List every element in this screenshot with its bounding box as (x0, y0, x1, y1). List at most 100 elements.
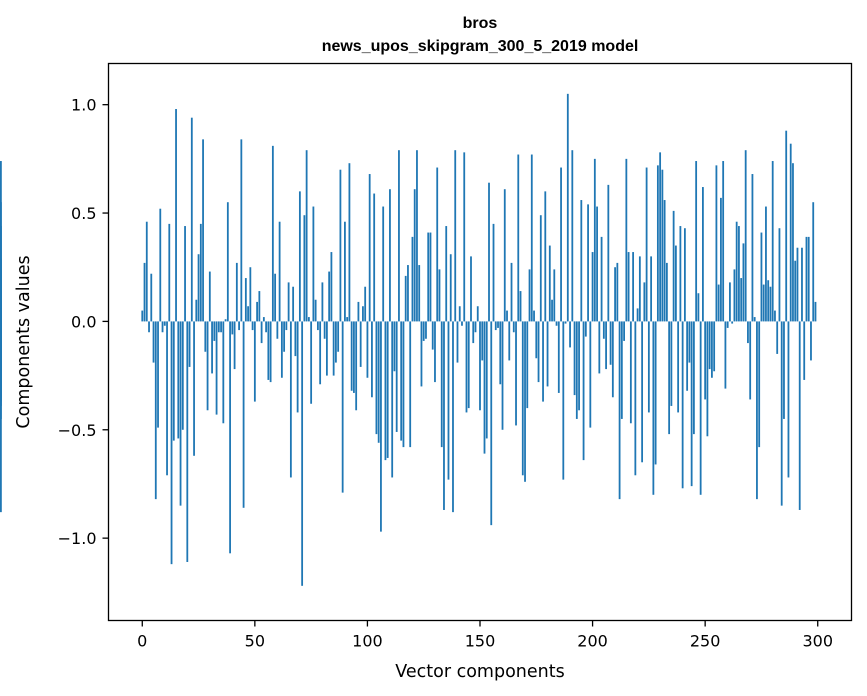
bar-16 (177, 321, 180, 439)
bar-9 (161, 321, 164, 333)
bar-69 (296, 321, 299, 413)
bar-series (0, 93, 817, 586)
bar-132 (438, 269, 441, 322)
bar-134 (443, 321, 445, 510)
bar-62 (280, 321, 283, 378)
bar-141 (458, 306, 461, 322)
bar-88 (339, 169, 342, 322)
x-tick-label: 150 (465, 632, 496, 651)
bar-189 (566, 93, 569, 322)
bar-61 (278, 221, 281, 322)
bar-71 (301, 321, 304, 586)
bar-149 (476, 306, 479, 322)
bar-32 (213, 321, 216, 341)
bar-235 (670, 321, 673, 406)
bar-66 (289, 321, 292, 478)
bar-249 (701, 187, 704, 322)
bar-268 (744, 150, 747, 322)
bar-215 (625, 158, 628, 322)
bar-77 (314, 299, 317, 322)
bar-148 (474, 321, 477, 333)
bar-156 (492, 223, 495, 322)
bar-151 (481, 321, 484, 361)
bar-272 (753, 317, 756, 322)
bar-97 (359, 321, 362, 367)
bar-174 (533, 310, 535, 322)
bar-186 (560, 167, 562, 322)
bar-83 (328, 271, 331, 322)
bar-33 (215, 321, 218, 415)
bar-240 (681, 321, 684, 489)
bar-143 (463, 152, 466, 322)
bar-96 (357, 301, 360, 322)
bar-130 (434, 321, 436, 383)
bar-221 (638, 256, 641, 322)
bar-199 (589, 321, 592, 428)
bar-292 (798, 321, 801, 510)
bar-29 (206, 321, 209, 411)
bar-250 (704, 321, 707, 400)
bar-10 (163, 321, 166, 326)
bar-87 (337, 321, 340, 352)
bar-266 (740, 278, 743, 322)
bar-248 (699, 321, 702, 495)
bar-160 (501, 321, 504, 430)
bar-288 (789, 143, 792, 322)
y-tick-label: −1.0 (58, 529, 97, 548)
bar-75 (310, 321, 313, 404)
bar-119 (409, 321, 412, 448)
bar-76 (312, 206, 315, 322)
bar-158 (497, 321, 499, 328)
bar-56 (267, 321, 270, 380)
bar-31 (211, 321, 213, 374)
bar-196 (582, 321, 585, 461)
bar-7 (157, 321, 159, 428)
bar-184 (555, 321, 558, 326)
x-tick-label: 200 (577, 632, 608, 651)
bar-243 (688, 321, 691, 363)
bar-145 (467, 321, 470, 409)
bar-68 (294, 321, 297, 357)
bar-159 (499, 321, 502, 385)
bar-155 (490, 321, 493, 526)
bar-241 (683, 228, 686, 322)
bar-173 (530, 154, 533, 322)
bar-51 (256, 301, 259, 322)
bar-290 (794, 260, 797, 322)
y-tick-label: 1.0 (71, 96, 96, 115)
bar-258 (722, 161, 725, 322)
bar-86 (335, 321, 337, 363)
bar-218 (632, 252, 635, 322)
bar-171 (526, 321, 529, 409)
bar-53 (260, 321, 263, 344)
bar-227 (652, 321, 655, 495)
bar-201 (593, 158, 596, 322)
bar-27 (202, 139, 204, 322)
bar-55 (265, 321, 268, 333)
bar-124 (420, 321, 423, 387)
bar-131 (436, 167, 439, 322)
bar-224 (645, 167, 648, 322)
bar-118 (407, 265, 409, 322)
x-axis: 0 50 100 150 200 250 300 (137, 620, 833, 651)
bar-191 (571, 150, 574, 322)
y-tick-label: −0.5 (58, 421, 97, 440)
bar-43 (238, 321, 240, 331)
bar-210 (614, 267, 616, 322)
bar-50 (253, 321, 256, 402)
bar-20 (186, 321, 189, 562)
bar-45 (242, 321, 245, 508)
bar-21 (188, 321, 191, 367)
bar-228 (654, 321, 657, 465)
bar-276 (762, 284, 765, 322)
bar-181 (548, 245, 551, 322)
bar-127 (427, 232, 430, 322)
y-tick-label: 0.0 (71, 312, 96, 331)
bar-244 (690, 321, 693, 487)
bar-255 (715, 165, 718, 322)
bar-274 (758, 321, 761, 448)
bar-295 (805, 236, 808, 322)
bar-121 (413, 189, 416, 322)
bar-0 (141, 310, 144, 322)
bar-232 (663, 200, 666, 322)
